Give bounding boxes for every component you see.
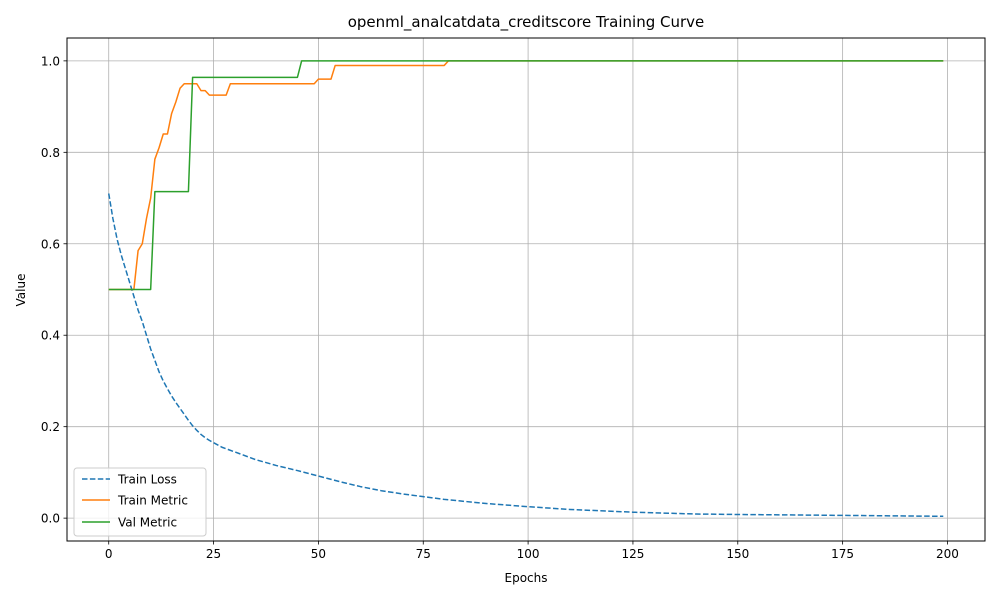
series-line-val-metric <box>108 60 944 291</box>
y-tick-label: 0.0 <box>41 512 60 526</box>
chart-title: openml_analcatdata_creditscore Training … <box>348 13 705 32</box>
series-line-train-metric <box>108 60 944 291</box>
x-axis-label: Epochs <box>505 571 548 585</box>
x-tick-label: 75 <box>416 547 431 561</box>
legend: Train Loss Train Metric Val Metric <box>73 467 207 537</box>
x-tick-label: 0 <box>105 547 113 561</box>
x-tick-label: 25 <box>206 547 221 561</box>
y-tick-label: 0.8 <box>41 146 60 160</box>
series-line-train-loss <box>107 193 944 518</box>
y-tick-label: 0.6 <box>41 237 60 251</box>
x-tick-label: 50 <box>311 547 326 561</box>
y-tick-label: 0.2 <box>41 420 60 434</box>
series-lines <box>107 60 944 518</box>
legend-label-val-metric: Val Metric <box>118 516 177 530</box>
x-tick-label: 125 <box>621 547 644 561</box>
y-axis-label: Value <box>14 274 28 307</box>
legend-label-train-metric: Train Metric <box>117 494 188 508</box>
x-tick-label: 200 <box>936 547 959 561</box>
y-tick-label: 0.4 <box>41 329 60 343</box>
legend-box <box>73 467 207 537</box>
axis-ticks: 0 25 50 75 100 125 150 175 200 0.0 0.2 0.4 0.6 0.8 1.0 <box>41 54 959 561</box>
x-tick-label: 175 <box>831 547 854 561</box>
x-tick-label: 100 <box>517 547 540 561</box>
y-tick-label: 1.0 <box>41 54 60 68</box>
legend-label-train-loss: Train Loss <box>117 473 177 487</box>
x-tick-label: 150 <box>726 547 749 561</box>
plot-frame <box>66 37 986 542</box>
